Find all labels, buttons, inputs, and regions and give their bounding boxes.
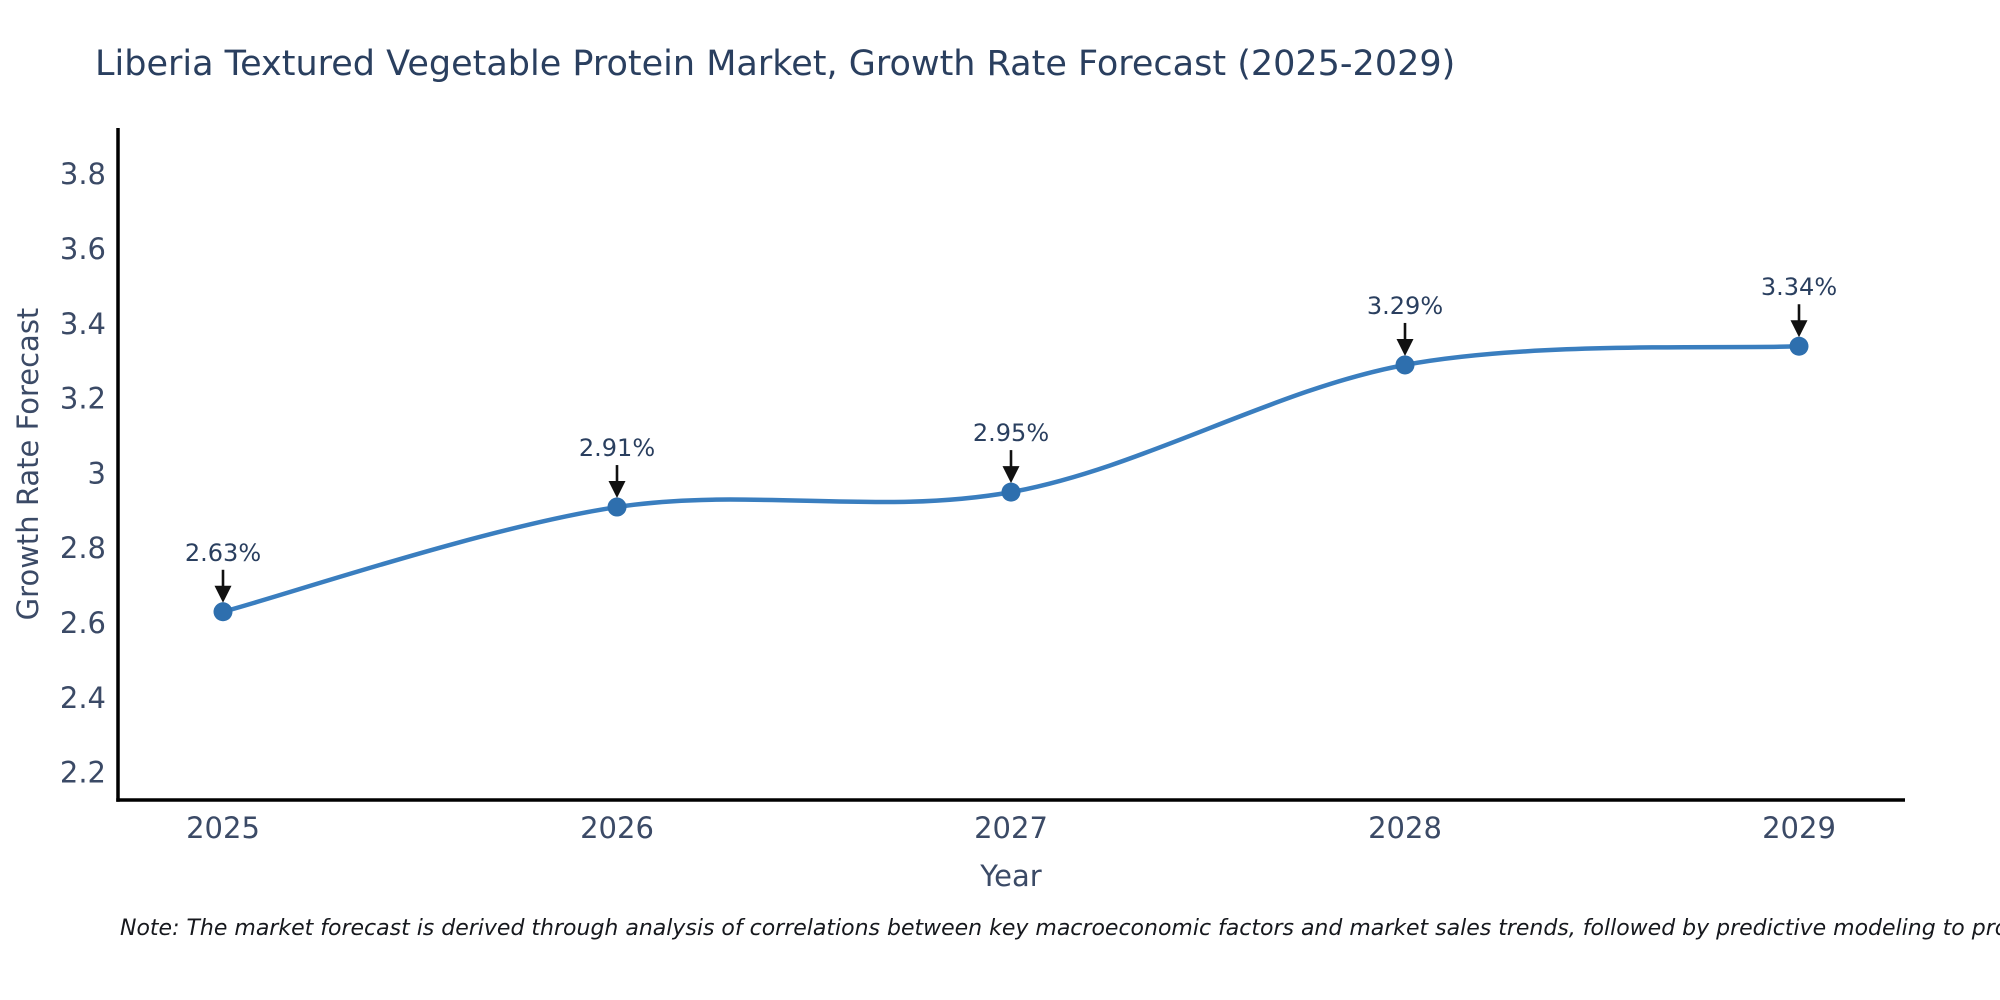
x-tick-label: 2029 xyxy=(1762,811,1836,845)
data-point-label: 3.29% xyxy=(1367,292,1443,320)
y-tick-label: 3.6 xyxy=(60,232,106,266)
x-tick-label: 2027 xyxy=(974,811,1048,845)
y-tick-label: 3 xyxy=(88,456,106,490)
data-point-label: 2.63% xyxy=(185,539,261,567)
forecast-line-series xyxy=(213,336,1809,622)
annotation-arrowhead-icon xyxy=(1396,338,1414,356)
y-axis-title: Growth Rate Forecast xyxy=(11,308,45,621)
data-point-marker xyxy=(607,497,627,517)
x-tick-label: 2028 xyxy=(1368,811,1442,845)
data-point-label: 3.34% xyxy=(1761,273,1837,301)
y-axis-ticks: 2.2 2.4 2.6 2.8 3 3.2 3.4 3.6 3.8 xyxy=(60,157,106,789)
y-tick-label: 3.8 xyxy=(60,157,106,191)
annotation-arrowhead-icon xyxy=(1002,466,1020,484)
chart-title: Liberia Textured Vegetable Protein Marke… xyxy=(95,44,1456,84)
data-point-annotations: 2.63% 2.91% 2.95% 3.29% 3.34% xyxy=(185,273,1837,603)
data-point-marker xyxy=(1395,355,1415,375)
y-tick-label: 3.2 xyxy=(60,382,106,416)
y-tick-label: 2.8 xyxy=(60,531,106,565)
annotation-arrowhead-icon xyxy=(608,481,626,499)
data-point-label: 2.91% xyxy=(579,434,655,462)
x-axis-title: Year xyxy=(979,859,1041,893)
y-tick-label: 3.4 xyxy=(60,307,106,341)
annotation-arrowhead-icon xyxy=(214,585,232,603)
data-point-marker xyxy=(1001,482,1021,502)
y-tick-label: 2.4 xyxy=(60,681,106,715)
y-tick-label: 2.2 xyxy=(60,756,106,790)
x-tick-label: 2026 xyxy=(580,811,654,845)
data-point-marker xyxy=(213,602,233,622)
data-point-label: 2.95% xyxy=(973,419,1049,447)
y-tick-label: 2.6 xyxy=(60,606,106,640)
data-point-marker xyxy=(1789,336,1809,356)
annotation-arrowhead-icon xyxy=(1790,320,1808,338)
x-axis-ticks: 2025 2026 2027 2028 2029 xyxy=(186,811,1836,845)
footnote: Note: The market forecast is derived thr… xyxy=(120,916,2000,941)
x-tick-label: 2025 xyxy=(186,811,260,845)
